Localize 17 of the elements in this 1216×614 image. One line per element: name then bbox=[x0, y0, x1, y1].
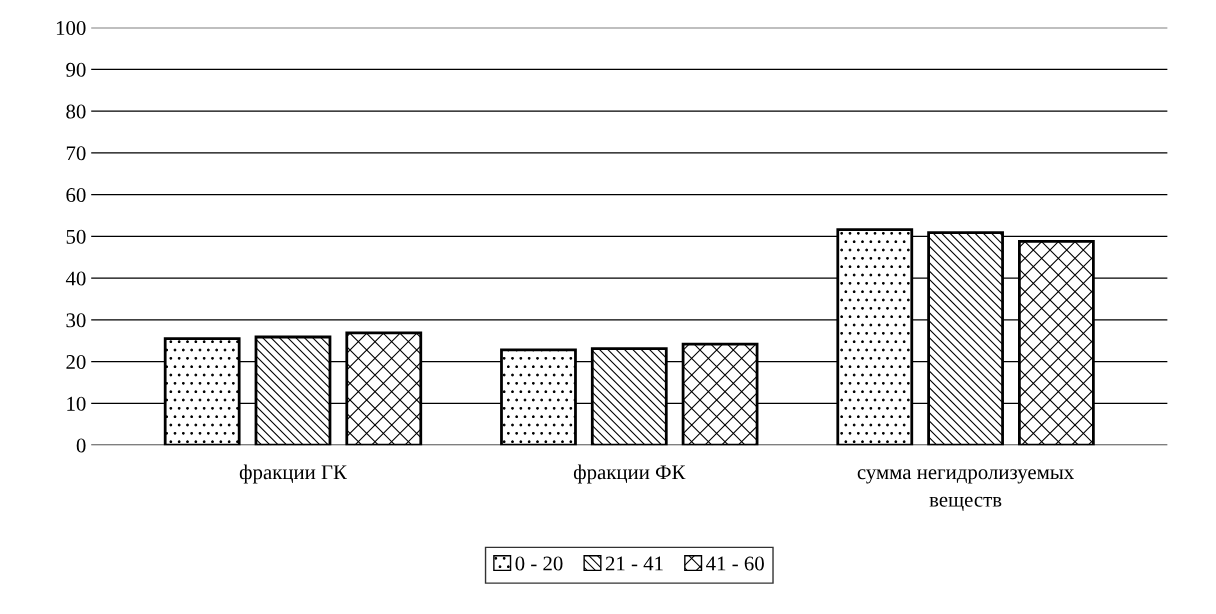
y-tick-label: 30 bbox=[66, 313, 86, 328]
y-tick-label: 0 bbox=[76, 438, 86, 453]
y-tick-label: 10 bbox=[67, 396, 86, 411]
x-tick-label: сумма негидролизуемых веществ bbox=[857, 469, 1074, 511]
x-tick-label: фракции ГК bbox=[239, 464, 347, 484]
y-tick-label: 90 bbox=[66, 62, 86, 77]
y-tick-label: 100 bbox=[56, 21, 86, 36]
legend-label: 21 - 41 bbox=[605, 556, 663, 571]
y-tick-label: 80 bbox=[66, 104, 86, 119]
y-tick-label: 50 bbox=[66, 229, 86, 244]
y-tick-label: 40 bbox=[65, 271, 86, 286]
y-tick-label: 60 bbox=[66, 188, 86, 203]
x-tick-label: фракции ФК bbox=[573, 464, 686, 484]
legend-label: 41 - 60 bbox=[706, 556, 764, 571]
y-tick-label: 20 bbox=[66, 355, 86, 370]
legend-label: 0 - 20 bbox=[515, 556, 563, 571]
y-tick-label: 70 bbox=[66, 146, 86, 161]
